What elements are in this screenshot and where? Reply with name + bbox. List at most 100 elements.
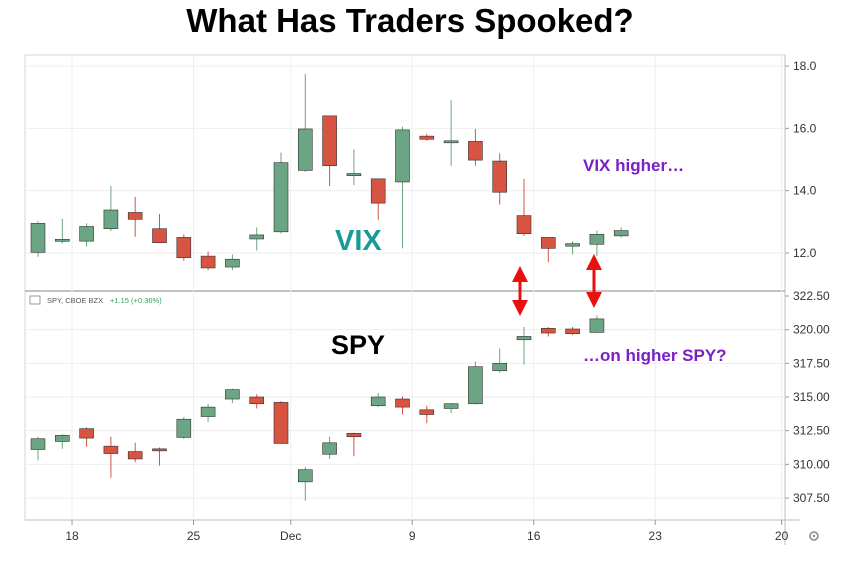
y-tick-label: 307.50 [793, 491, 830, 505]
spy-candle [54, 434, 70, 449]
candle-body [516, 215, 532, 234]
y-tick-label: 322.50 [793, 289, 830, 303]
candle-body [492, 160, 508, 193]
vix-candle [443, 100, 459, 166]
y-tick-label: 12.0 [793, 246, 817, 260]
spy-candle [565, 326, 580, 336]
candle-body [176, 237, 192, 258]
candle-body [249, 234, 264, 240]
candle-body [492, 363, 508, 372]
candle-body [346, 173, 362, 177]
spy-candle [127, 442, 143, 463]
vix-candle [492, 153, 508, 205]
spy-candle [225, 388, 240, 404]
time-axis-labels: 18 25 Dec 9 16 23 20 [65, 520, 789, 543]
spy-candle [322, 436, 337, 459]
spy-candle [152, 447, 167, 466]
x-tick-label: 18 [65, 529, 79, 543]
spy-candle [589, 315, 605, 334]
candle-body [54, 435, 70, 442]
spy-candle [200, 403, 216, 422]
vix-candle [200, 251, 216, 271]
y-tick-label: 315.00 [793, 390, 830, 404]
vix-candle [370, 178, 386, 221]
vix-candle [273, 152, 289, 234]
double-arrow-icon [512, 266, 528, 316]
spy-candle [468, 361, 483, 405]
grid-lines [25, 55, 785, 520]
candle-body [54, 238, 70, 242]
vix-candle [176, 234, 192, 261]
vix-note: VIX higher… [583, 156, 684, 175]
x-tick-label: Dec [280, 529, 301, 543]
spy-candle [346, 432, 362, 457]
candle-body [152, 228, 167, 244]
candle-body [346, 433, 362, 438]
spy-candle [30, 436, 46, 461]
vix-candle [395, 126, 410, 249]
spy-candle [176, 417, 192, 439]
vix-candle [30, 221, 46, 257]
gear-icon[interactable] [809, 531, 819, 541]
candle-body [419, 135, 435, 140]
spy-note: …on higher SPY? [583, 346, 727, 365]
candle-body [565, 328, 580, 335]
vix-candles [30, 73, 629, 271]
vix-candle [540, 237, 556, 263]
spy-candle [103, 436, 119, 478]
candle-body [127, 212, 143, 220]
spy-candle [273, 401, 289, 444]
vix-candle [127, 196, 143, 237]
spy-candles [30, 315, 605, 501]
spy-candle [395, 396, 410, 415]
spy-candle [297, 467, 313, 501]
candle-body [468, 141, 483, 161]
candle-body [200, 406, 216, 417]
vix-candle [152, 214, 167, 244]
y-tick-label: 16.0 [793, 121, 817, 135]
candle-body [30, 223, 46, 253]
vix-candle [516, 178, 532, 236]
y-tick-label: 14.0 [793, 184, 817, 198]
vix-candle [297, 73, 313, 172]
vix-candle [613, 227, 629, 238]
legend-symbol: SPY, CBOE BZX [47, 296, 103, 305]
candle-body [443, 140, 459, 144]
candle-body [273, 402, 289, 444]
x-tick-label: 25 [187, 529, 201, 543]
spy-candle [419, 405, 435, 424]
vix-candle [225, 254, 240, 271]
legend-toggle-icon[interactable] [29, 295, 41, 305]
candle-body [589, 318, 605, 333]
candle-body [297, 128, 313, 171]
candle-body [370, 396, 386, 407]
candle-body [589, 234, 605, 245]
vix-candle [419, 133, 435, 141]
spy-label: SPY [331, 330, 385, 360]
candle-body [395, 129, 410, 183]
candle-body [395, 398, 410, 408]
candle-body [249, 396, 264, 405]
candle-body [200, 255, 216, 269]
x-tick-label: 20 [775, 529, 789, 543]
candle-body [297, 469, 313, 483]
spy-candle [249, 394, 264, 409]
y-tick-label: 320.00 [793, 323, 830, 337]
candle-body [30, 438, 46, 450]
candle-body [152, 448, 167, 452]
vix-candle [468, 128, 483, 166]
candle-body [79, 226, 94, 242]
candle-body [468, 366, 483, 405]
spy-candle [443, 403, 459, 414]
spy-candle [516, 326, 532, 365]
candle-body [613, 230, 629, 237]
x-tick-label: 23 [649, 529, 663, 543]
y-tick-label: 317.50 [793, 356, 830, 370]
plot-frame [24, 54, 786, 521]
vix-label: VIX [335, 225, 382, 257]
double-arrow-icon [586, 254, 602, 308]
candle-body [516, 336, 532, 341]
spy-candle [540, 326, 556, 337]
y-tick-label: 18.0 [793, 59, 817, 73]
